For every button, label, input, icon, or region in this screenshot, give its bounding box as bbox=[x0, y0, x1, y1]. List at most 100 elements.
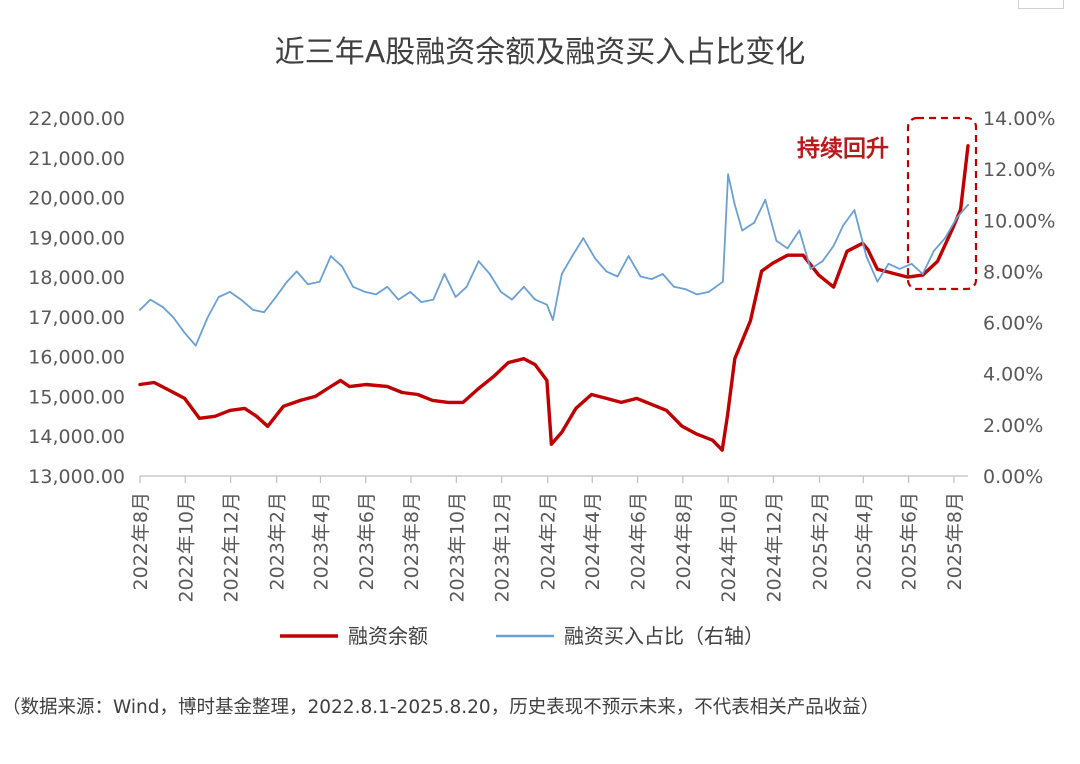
data-point-margin-balance bbox=[733, 357, 736, 360]
x-tick-label: 2025年2月 bbox=[809, 492, 831, 590]
chart-canvas: 近三年A股融资余额及融资买入占比变化 13,000.00 14,000.00 15,… bbox=[28, 35, 1055, 648]
x-tick-label: 2023年2月 bbox=[267, 492, 289, 590]
data-point-margin-buy-ratio bbox=[488, 273, 491, 275]
data-point-margin-buy-ratio bbox=[397, 298, 400, 301]
y-right-tick-label: 14.00% bbox=[983, 108, 1055, 130]
data-point-margin-balance bbox=[534, 363, 536, 366]
data-point-margin-buy-ratio bbox=[876, 280, 879, 283]
x-tick-label: 2024年4月 bbox=[582, 492, 604, 590]
data-point-margin-balance bbox=[749, 320, 752, 322]
x-tick-label: 2023年4月 bbox=[310, 492, 332, 590]
x-tick-label: 2022年10月 bbox=[175, 492, 197, 603]
x-tick-label: 2023年12月 bbox=[492, 492, 514, 603]
data-point-margin-balance bbox=[760, 270, 763, 272]
data-point-margin-balance bbox=[560, 431, 563, 434]
legend-label-ratio: 融资买入占比（右轴） bbox=[564, 624, 764, 648]
data-point-margin-balance bbox=[364, 383, 367, 386]
data-point-margin-balance bbox=[665, 409, 668, 412]
y-right-tick-label: 0.00% bbox=[983, 466, 1043, 488]
data-point-margin-buy-ratio bbox=[546, 303, 548, 306]
data-point-margin-buy-ratio bbox=[240, 298, 242, 301]
data-point-margin-buy-ratio bbox=[552, 319, 554, 321]
highlight-box bbox=[906, 116, 978, 291]
data-point-margin-buy-ratio bbox=[306, 283, 309, 286]
x-tick-label: 2024年8月 bbox=[673, 492, 695, 590]
x-tick-label: 2023年6月 bbox=[356, 492, 378, 590]
y-right-tick-label: 10.00% bbox=[983, 210, 1055, 232]
data-point-margin-buy-ratio bbox=[139, 308, 141, 311]
data-point-margin-buy-ratio bbox=[183, 331, 186, 334]
y-right-tick-label: 2.00% bbox=[983, 415, 1043, 437]
data-point-margin-balance bbox=[168, 389, 171, 392]
data-point-margin-balance bbox=[477, 387, 480, 390]
data-point-margin-balance bbox=[153, 381, 156, 384]
x-tick-label: 2025年4月 bbox=[853, 492, 875, 590]
data-point-margin-balance bbox=[575, 407, 577, 410]
data-point-margin-buy-ratio bbox=[443, 273, 446, 275]
data-point-margin-balance bbox=[523, 357, 525, 360]
data-point-margin-balance bbox=[590, 393, 593, 396]
data-point-margin-balance bbox=[802, 254, 804, 257]
data-point-margin-buy-ratio bbox=[523, 285, 525, 288]
corner-frame bbox=[1018, 0, 1064, 9]
data-point-margin-buy-ratio bbox=[420, 301, 423, 303]
data-point-margin-buy-ratio bbox=[465, 285, 468, 288]
y-left-tick-label: 14,000.00 bbox=[28, 426, 125, 448]
y-right-tick-label: 8.00% bbox=[983, 261, 1043, 283]
data-point-margin-buy-ratio bbox=[295, 270, 298, 273]
legend: 融资余额 融资买入占比（右轴） bbox=[280, 624, 764, 648]
chart-title: 近三年A股融资余额及融资买入占比变化 bbox=[275, 35, 806, 70]
data-point-margin-buy-ratio bbox=[898, 268, 901, 270]
data-point-margin-buy-ratio bbox=[252, 308, 254, 311]
data-point-margin-balance bbox=[229, 409, 231, 412]
annotation-label: 持续回升 bbox=[797, 135, 889, 162]
data-point-margin-buy-ratio bbox=[594, 257, 597, 260]
y-left-tick-label: 15,000.00 bbox=[28, 386, 125, 408]
data-point-margin-balance bbox=[386, 385, 389, 388]
footnote: （数据来源：Wind，博时基金整理，2022.8.1-2025.8.20，历史表… bbox=[2, 697, 880, 718]
x-tick-label: 2024年6月 bbox=[628, 492, 650, 590]
data-point-margin-balance bbox=[876, 268, 879, 271]
y-right-tick-label: 6.00% bbox=[983, 313, 1043, 335]
data-point-margin-balance bbox=[462, 401, 464, 404]
data-point-margin-balance bbox=[198, 417, 201, 420]
data-point-margin-buy-ratio bbox=[318, 280, 321, 283]
data-point-margin-buy-ratio bbox=[409, 291, 412, 293]
data-point-margin-buy-ratio bbox=[684, 288, 687, 291]
x-tick-label: 2023年8月 bbox=[401, 492, 423, 590]
x-tick-label: 2024年12月 bbox=[763, 492, 785, 603]
data-point-margin-buy-ratio bbox=[341, 265, 343, 268]
data-point-margin-balance bbox=[786, 254, 789, 257]
data-point-margin-buy-ratio bbox=[673, 285, 675, 288]
data-point-margin-balance bbox=[967, 144, 969, 147]
data-point-margin-buy-ratio bbox=[722, 280, 724, 283]
data-point-margin-balance bbox=[299, 399, 302, 402]
data-point-margin-buy-ratio bbox=[727, 173, 729, 176]
data-point-margin-buy-ratio bbox=[627, 255, 630, 257]
data-point-margin-buy-ratio bbox=[571, 255, 574, 257]
y-left-tick-label: 22,000.00 bbox=[28, 108, 125, 130]
data-point-margin-buy-ratio bbox=[454, 296, 457, 298]
x-tick-label: 2025年8月 bbox=[944, 492, 966, 590]
data-point-margin-balance bbox=[817, 274, 820, 276]
data-point-margin-buy-ratio bbox=[149, 298, 152, 301]
data-point-margin-buy-ratio bbox=[229, 291, 231, 293]
data-point-margin-buy-ratio bbox=[477, 260, 480, 263]
data-point-margin-buy-ratio bbox=[605, 270, 608, 273]
y-left-tick-label: 18,000.00 bbox=[28, 267, 125, 289]
legend-label-balance: 融资余额 bbox=[348, 624, 428, 648]
y-left-tick-label: 16,000.00 bbox=[28, 347, 125, 369]
data-point-margin-balance bbox=[139, 383, 141, 386]
data-point-margin-balance bbox=[243, 407, 246, 410]
data-point-margin-balance bbox=[550, 443, 553, 446]
data-point-margin-buy-ratio bbox=[798, 229, 801, 232]
data-point-margin-buy-ratio bbox=[921, 273, 924, 275]
data-point-margin-balance bbox=[936, 260, 939, 263]
x-tick-label: 2022年8月 bbox=[130, 492, 152, 590]
data-point-margin-balance bbox=[959, 208, 962, 211]
data-point-margin-balance bbox=[348, 385, 351, 388]
y-right-tick-label: 4.00% bbox=[983, 364, 1043, 386]
data-point-margin-balance bbox=[832, 286, 835, 288]
series-layer bbox=[138, 144, 970, 452]
data-point-margin-balance bbox=[771, 262, 774, 265]
